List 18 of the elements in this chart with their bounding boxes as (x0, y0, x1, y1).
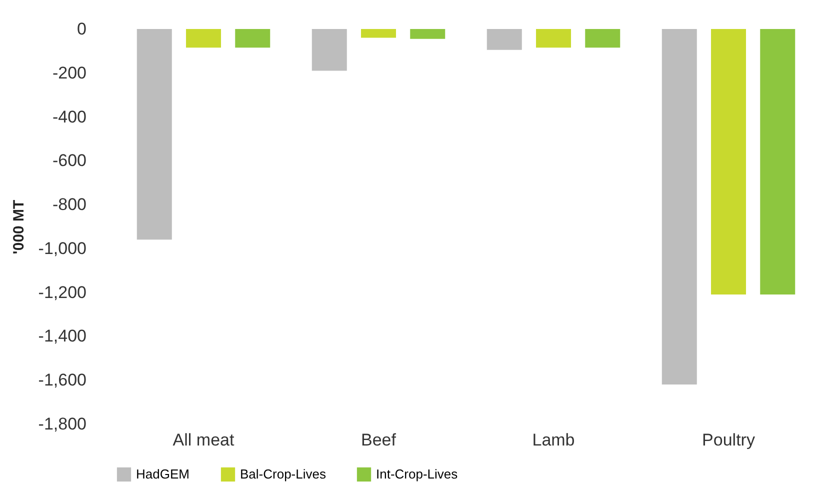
x-tick-label: Beef (361, 430, 396, 450)
legend-label: Int-Crop-Lives (376, 466, 458, 482)
x-tick-label: Lamb (532, 430, 575, 450)
y-tick-label: -400 (52, 107, 86, 126)
y-axis-title: '000 MT (10, 200, 28, 254)
y-tick-label: -800 (52, 195, 86, 214)
y-tick-label: -1,200 (38, 282, 86, 302)
y-tick-label: -1,000 (38, 238, 86, 258)
y-tick-label: -600 (52, 151, 86, 170)
x-tick-label: Poultry (702, 430, 756, 450)
y-tick-label: -1,800 (38, 414, 86, 434)
y-tick-label: 0 (77, 20, 86, 38)
x-tick-label: All meat (172, 430, 234, 450)
legend-label: Bal-Crop-Lives (240, 466, 326, 482)
y-tick-label: -1,400 (38, 326, 86, 346)
y-tick-label: -1,600 (38, 370, 86, 390)
y-tick-label: -200 (52, 63, 86, 82)
legend-label: HadGEM (136, 466, 190, 482)
